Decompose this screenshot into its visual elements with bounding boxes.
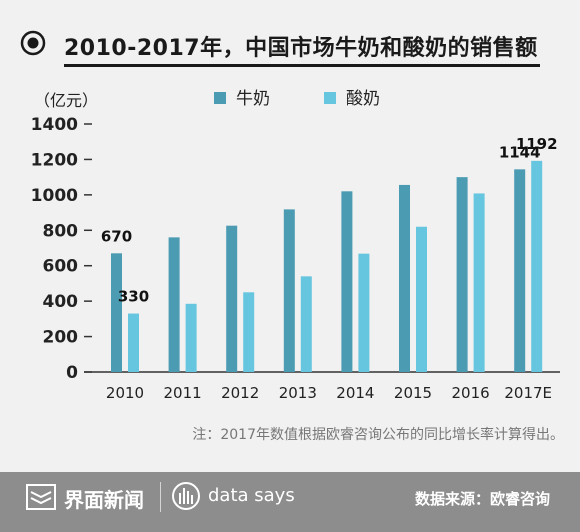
legend-label: 酸奶 — [346, 89, 380, 109]
bar — [473, 193, 485, 372]
y-tick-label: 1200 — [31, 150, 78, 170]
footer-bar: 界面新闻 data says 数据来源：欧睿咨询 — [0, 472, 580, 532]
x-tick-label: 2010 — [106, 384, 144, 402]
page-title: 2010-2017年，中国市场牛奶和酸奶的销售额 — [64, 36, 538, 61]
bar — [111, 253, 122, 372]
x-tick-label: 2011 — [164, 384, 202, 402]
x-tick-label: 2017E — [504, 384, 552, 402]
y-tick-label: 600 — [43, 257, 79, 277]
y-tick-label: 1000 — [31, 186, 78, 206]
bar — [283, 209, 295, 372]
bar — [358, 253, 370, 372]
tagline: data says — [208, 485, 295, 506]
y-axis-label: （亿元） — [34, 91, 98, 110]
y-tick-label: 800 — [43, 221, 79, 241]
y-tick-label: 200 — [43, 328, 79, 348]
data-label: 1192 — [516, 135, 558, 153]
data-label: 1144 — [499, 143, 541, 161]
legend-swatch — [324, 92, 336, 104]
bar — [416, 226, 427, 372]
data-source: 数据来源：欧睿咨询 — [414, 490, 550, 508]
title-block: 2010-2017年，中国市场牛奶和酸奶的销售额 — [18, 26, 540, 67]
data-label: 670 — [101, 227, 132, 245]
bar — [168, 237, 180, 372]
jiemian-logo-icon — [26, 484, 56, 510]
title-underline — [64, 64, 540, 67]
bar — [185, 303, 197, 372]
bar — [399, 184, 410, 372]
x-tick-label: 2014 — [336, 384, 374, 402]
x-tick-label: 2012 — [221, 384, 259, 402]
sales-bar-chart: （亿元） 牛奶 酸奶 0 200 400 600 800 1000 1200 1400 2010 201… — [31, 89, 560, 402]
bar — [226, 225, 238, 372]
data-says-icon — [172, 482, 200, 510]
bar — [456, 177, 468, 372]
bar — [300, 276, 312, 372]
y-tick-label: 0 — [66, 363, 78, 383]
x-tick-label: 2016 — [452, 384, 490, 402]
record-icon — [20, 30, 46, 56]
bar — [243, 292, 255, 372]
bar — [128, 313, 139, 372]
y-tick-label: 1400 — [31, 115, 78, 135]
bar — [341, 191, 353, 372]
legend-swatch — [214, 92, 226, 104]
y-tick-label: 400 — [43, 292, 79, 312]
footer-divider — [160, 482, 161, 512]
brand-name: 界面新闻 — [64, 488, 144, 512]
data-label: 330 — [118, 288, 149, 306]
bar — [514, 169, 526, 372]
x-tick-label: 2013 — [279, 384, 317, 402]
bar — [531, 160, 543, 372]
footnote: 注：2017年数值根据欧睿咨询公布的同比增长率计算得出。 — [192, 427, 564, 443]
legend-label: 牛奶 — [236, 89, 270, 109]
x-tick-label: 2015 — [394, 384, 432, 402]
